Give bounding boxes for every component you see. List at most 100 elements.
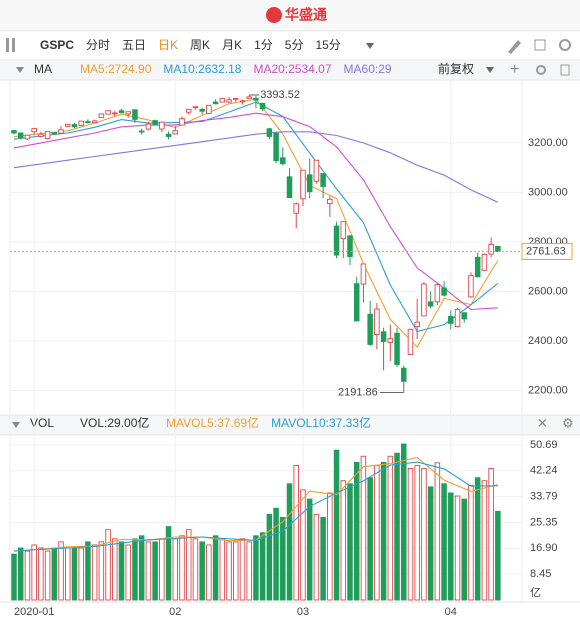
ma-line xyxy=(13,131,499,203)
edit-icon[interactable] xyxy=(508,40,521,54)
candle-body xyxy=(212,101,219,105)
volume-bar xyxy=(219,538,226,601)
symbol[interactable]: GSPC xyxy=(40,38,74,52)
volume-bar xyxy=(461,498,467,601)
candle-body xyxy=(179,118,185,126)
legend-entry: MAVOL10:37.33亿 xyxy=(271,415,371,430)
period-tab[interactable]: 五日 xyxy=(122,38,146,52)
legend-entry: MA60:29 xyxy=(344,62,392,76)
volume-bar xyxy=(360,455,367,601)
candle-body xyxy=(31,128,37,133)
candle-body xyxy=(468,275,474,298)
settings-icon[interactable] xyxy=(536,65,546,75)
add-icon[interactable]: + xyxy=(510,61,519,78)
candle-body xyxy=(71,124,78,128)
expand-icon[interactable] xyxy=(534,39,546,51)
volume-bar xyxy=(313,513,320,601)
volume-bar xyxy=(145,541,152,601)
volume-bar xyxy=(71,547,78,601)
legend-entry: MAVOL5:37.69亿 xyxy=(166,415,259,430)
candle-body xyxy=(24,134,31,140)
volume-bar xyxy=(280,516,286,601)
volume-bar xyxy=(340,480,347,601)
volume-bar xyxy=(441,483,447,601)
adjust-select[interactable]: 前复权 xyxy=(438,61,474,76)
volume-bar xyxy=(454,495,461,601)
volume-bar xyxy=(353,461,360,601)
volume-bar xyxy=(199,541,205,601)
volume-bar xyxy=(239,538,246,601)
candle-body xyxy=(387,338,394,343)
volume-bar xyxy=(246,541,252,601)
candle-body xyxy=(353,283,360,322)
period-tab[interactable]: 周K xyxy=(190,38,210,52)
volume-bar xyxy=(11,553,17,601)
volume-bar xyxy=(105,529,111,601)
candle-body xyxy=(286,176,293,199)
candle-body xyxy=(51,132,58,135)
volume-bar xyxy=(273,507,279,601)
candle-body xyxy=(17,132,24,139)
candle-body xyxy=(394,332,400,365)
settings-icon[interactable]: ⚙ xyxy=(562,415,574,430)
volume-bar xyxy=(192,538,199,601)
period-tab[interactable]: 1分 xyxy=(254,38,273,52)
volume-bar xyxy=(233,541,239,601)
volume-bar xyxy=(488,468,494,601)
volume-bar xyxy=(327,492,333,601)
volume-bar xyxy=(448,492,454,601)
header-bar xyxy=(0,0,580,31)
candle-body xyxy=(300,169,306,200)
legend-entry: MA20:2534.07 xyxy=(253,62,331,76)
adjust-bg xyxy=(432,61,502,80)
last-price-label: 2761.63 xyxy=(526,245,566,257)
indicator-title: MA xyxy=(34,62,52,76)
candle-body xyxy=(495,245,501,252)
dropdown-icon[interactable] xyxy=(366,43,374,49)
volume-bar xyxy=(51,547,58,601)
period-tab[interactable]: 5分 xyxy=(285,38,304,52)
collapse-icon[interactable] xyxy=(12,422,20,428)
dropdown-icon[interactable] xyxy=(486,67,494,73)
candle-body xyxy=(185,109,192,113)
volume-bar xyxy=(159,538,165,601)
volume-bar xyxy=(132,538,138,601)
volume-bar xyxy=(78,547,84,601)
candle-body xyxy=(280,157,286,165)
candle-body xyxy=(347,235,353,257)
volume-bar xyxy=(253,535,259,601)
volume-bar xyxy=(495,510,501,601)
side-icon[interactable] xyxy=(6,38,9,52)
candle-body xyxy=(91,120,98,124)
close-icon[interactable]: ✕ xyxy=(537,415,548,430)
candle-body xyxy=(38,133,44,137)
volume-bar xyxy=(212,535,219,601)
volume-value: VOL:29.00亿 xyxy=(80,415,149,430)
volume-bar xyxy=(401,443,407,601)
expand-icon[interactable] xyxy=(560,64,570,76)
candle-body xyxy=(11,130,17,134)
candle-body xyxy=(333,225,340,256)
y-tick-label: 33.79 xyxy=(530,491,558,503)
volume-bar xyxy=(91,544,98,601)
volume-bar xyxy=(427,486,434,601)
period-tab[interactable]: 月K xyxy=(222,38,242,52)
volume-bar xyxy=(112,538,118,601)
volume-bar xyxy=(98,541,105,601)
volume-title: VOL xyxy=(30,416,54,430)
period-tab[interactable]: 分时 xyxy=(86,38,110,52)
volume-bar xyxy=(474,477,481,601)
candle-body xyxy=(374,308,380,335)
candle-body xyxy=(259,102,266,110)
volume-bar xyxy=(407,468,414,601)
period-tab[interactable]: 日K xyxy=(158,38,178,52)
candle-body xyxy=(454,309,461,328)
period-tab[interactable]: 15分 xyxy=(315,38,340,52)
legend-entry: MA5:2724.90 xyxy=(80,62,152,76)
side-icon[interactable] xyxy=(12,38,15,52)
candle-body xyxy=(313,159,320,182)
settings-icon[interactable] xyxy=(559,39,571,51)
volume-bar xyxy=(434,462,441,601)
collapse-icon[interactable] xyxy=(16,67,24,73)
volume-bar xyxy=(58,541,64,601)
